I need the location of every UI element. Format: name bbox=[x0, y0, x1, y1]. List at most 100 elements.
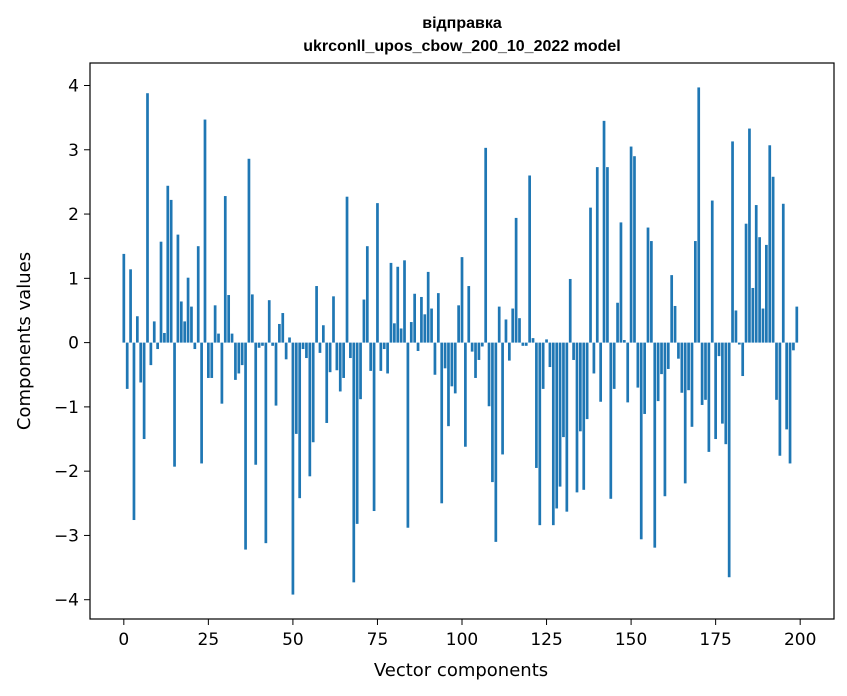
bar-136 bbox=[582, 342, 586, 490]
bar-18 bbox=[183, 321, 187, 343]
bar-138 bbox=[589, 207, 592, 343]
x-tick-label: 100 bbox=[446, 630, 478, 650]
bar-56 bbox=[311, 342, 315, 443]
x-axis-label: Vector components bbox=[374, 660, 548, 681]
bar-37 bbox=[247, 158, 251, 343]
bar-127 bbox=[551, 342, 555, 526]
bar-75 bbox=[376, 203, 379, 343]
bar-54 bbox=[305, 342, 308, 359]
bar-198 bbox=[792, 342, 795, 351]
bar-109 bbox=[491, 342, 494, 483]
bar-165 bbox=[680, 342, 684, 393]
bar-157 bbox=[653, 342, 657, 548]
bar-141 bbox=[599, 342, 603, 402]
bar-13 bbox=[166, 185, 170, 343]
bar-17 bbox=[179, 301, 183, 343]
bar-150 bbox=[629, 146, 633, 343]
y-tick-label: 4 bbox=[68, 76, 79, 96]
bar-3 bbox=[132, 342, 136, 521]
bar-112 bbox=[501, 342, 504, 455]
bar-2 bbox=[129, 269, 132, 343]
bar-179 bbox=[727, 342, 731, 578]
bar-99 bbox=[457, 305, 460, 343]
bar-171 bbox=[700, 342, 704, 405]
bar-189 bbox=[761, 308, 765, 343]
bar-106 bbox=[480, 342, 484, 347]
bar-110 bbox=[494, 342, 498, 542]
bar-146 bbox=[616, 302, 619, 343]
bar-45 bbox=[274, 342, 278, 406]
bar-10 bbox=[156, 342, 159, 350]
x-tick-label: 75 bbox=[367, 630, 389, 650]
bar-73 bbox=[369, 342, 373, 371]
bar-172 bbox=[704, 342, 707, 400]
bar-51 bbox=[294, 342, 298, 434]
bar-77 bbox=[382, 342, 386, 350]
bar-173 bbox=[707, 342, 711, 452]
bar-42 bbox=[264, 342, 268, 544]
bar-58 bbox=[318, 342, 322, 353]
bar-55 bbox=[308, 342, 312, 477]
bar-100 bbox=[460, 257, 464, 343]
bar-82 bbox=[399, 328, 403, 343]
bar-79 bbox=[389, 262, 393, 343]
bar-188 bbox=[758, 237, 761, 343]
bar-115 bbox=[511, 308, 515, 343]
bar-137 bbox=[585, 342, 589, 420]
bar-126 bbox=[548, 342, 552, 368]
bar-153 bbox=[639, 342, 643, 540]
bar-120 bbox=[528, 175, 531, 343]
bar-155 bbox=[646, 227, 650, 343]
bar-195 bbox=[781, 203, 785, 343]
bar-94 bbox=[440, 342, 444, 504]
bar-0 bbox=[122, 253, 126, 343]
bar-67 bbox=[349, 342, 352, 359]
bar-162 bbox=[670, 275, 674, 343]
bar-176 bbox=[717, 342, 721, 357]
bar-64 bbox=[338, 342, 342, 392]
bar-68 bbox=[352, 342, 356, 583]
bar-93 bbox=[436, 293, 440, 343]
bar-101 bbox=[464, 342, 467, 447]
bar-98 bbox=[453, 342, 457, 394]
x-tick-label: 125 bbox=[530, 630, 562, 650]
bar-143 bbox=[606, 167, 609, 343]
bar-135 bbox=[579, 342, 582, 432]
bar-132 bbox=[568, 278, 572, 343]
bar-21 bbox=[193, 342, 197, 350]
bar-118 bbox=[521, 342, 525, 346]
bar-116 bbox=[514, 217, 518, 343]
bar-87 bbox=[416, 342, 420, 351]
bar-66 bbox=[345, 196, 349, 343]
bar-8 bbox=[149, 342, 153, 366]
bar-147 bbox=[619, 222, 623, 343]
bar-194 bbox=[778, 342, 782, 456]
bar-5 bbox=[139, 342, 143, 383]
bar-144 bbox=[609, 342, 613, 499]
bar-130 bbox=[562, 342, 565, 438]
x-axis-ticks: 0 25 50 75 100 125 150 175 200 bbox=[118, 619, 816, 650]
bar-91 bbox=[430, 308, 433, 343]
bar-156 bbox=[650, 241, 653, 343]
bar-25 bbox=[207, 342, 210, 378]
bar-181 bbox=[734, 310, 738, 343]
bar-105 bbox=[477, 342, 481, 360]
bar-80 bbox=[393, 323, 396, 343]
bar-92 bbox=[433, 342, 437, 375]
bar-61 bbox=[328, 342, 332, 373]
bar-34 bbox=[237, 342, 241, 374]
bar-103 bbox=[470, 342, 474, 352]
bar-131 bbox=[565, 342, 569, 512]
y-tick-label: −2 bbox=[54, 462, 79, 482]
bar-33 bbox=[234, 342, 237, 380]
bar-191 bbox=[768, 145, 772, 343]
bar-1 bbox=[125, 342, 129, 389]
x-tick-label: 200 bbox=[784, 630, 816, 650]
y-tick-label: 2 bbox=[68, 205, 79, 225]
bar-24 bbox=[203, 119, 207, 343]
bar-159 bbox=[660, 342, 663, 375]
bar-81 bbox=[396, 266, 400, 343]
bar-32 bbox=[230, 333, 234, 343]
bar-29 bbox=[220, 342, 224, 404]
